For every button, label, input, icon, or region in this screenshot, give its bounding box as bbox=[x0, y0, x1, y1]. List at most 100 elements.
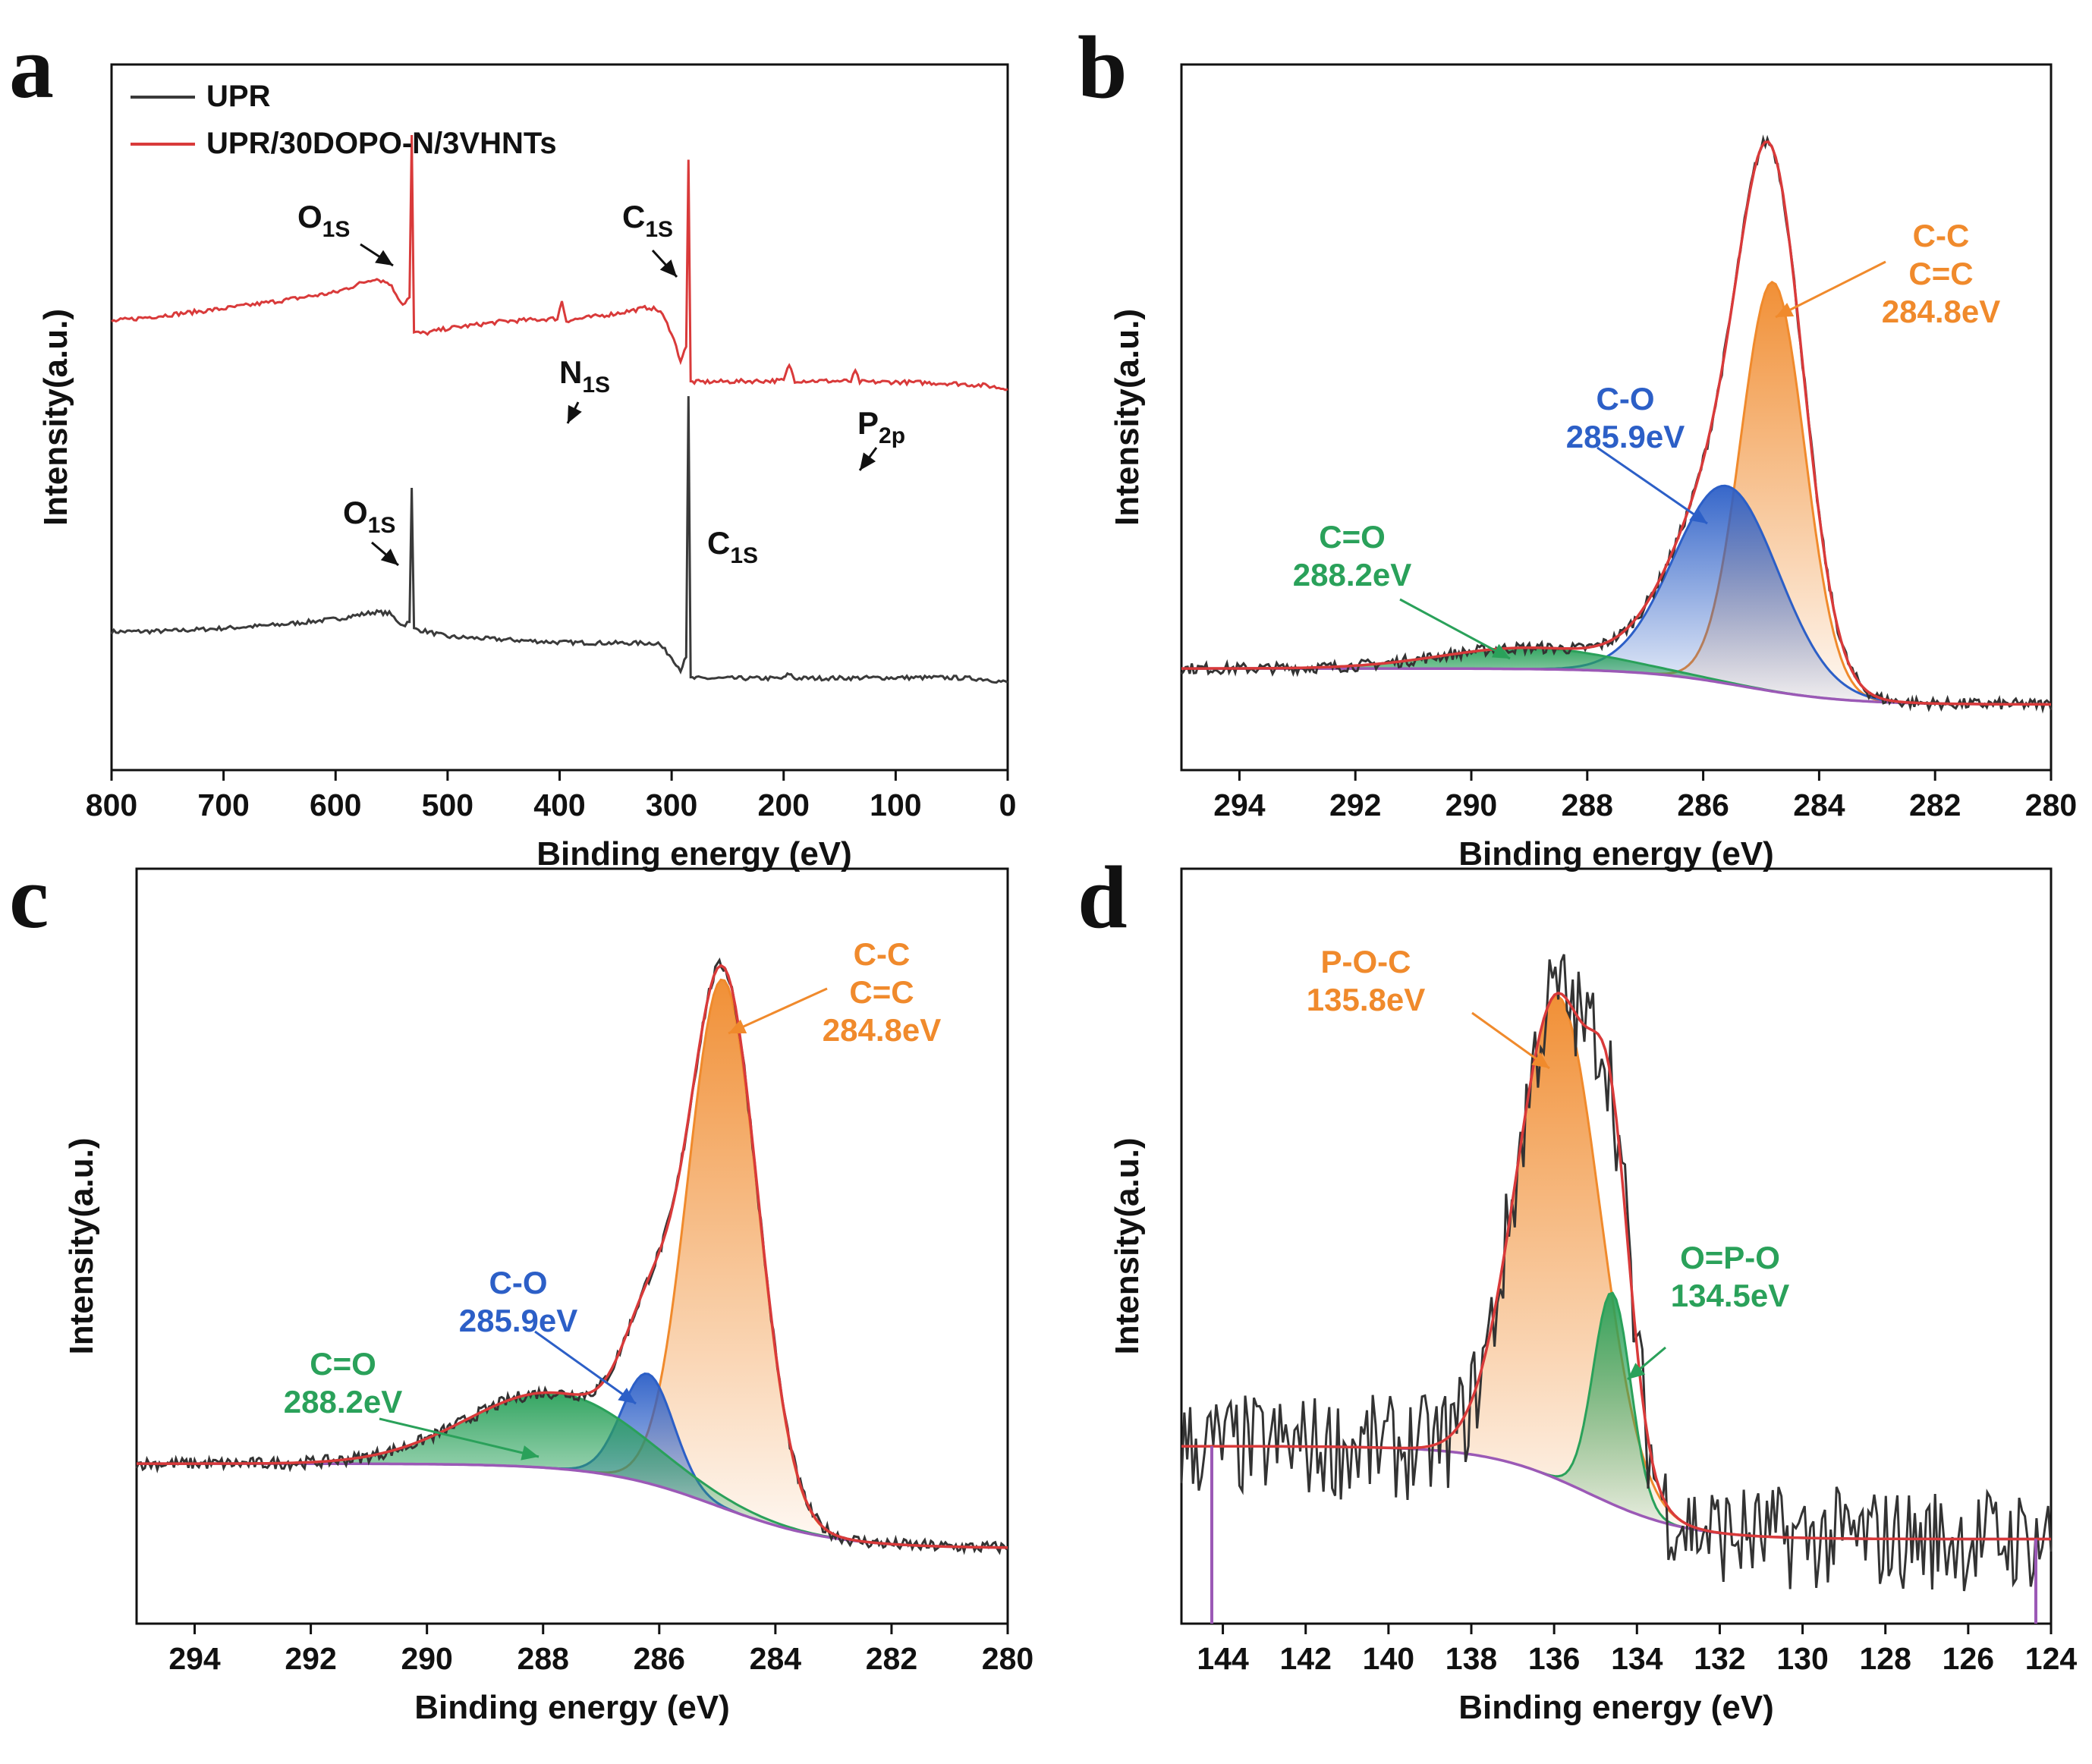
envelope-fit-line bbox=[137, 964, 1008, 1549]
annotation-arrow-head bbox=[1628, 1363, 1646, 1379]
x-tick-label: 284 bbox=[1793, 788, 1845, 822]
x-tick-label: 292 bbox=[1329, 788, 1381, 822]
annotation-arrow-head bbox=[1491, 643, 1510, 659]
annotation-text: 284.8eV bbox=[823, 1012, 941, 1048]
x-tick-label: 128 bbox=[1860, 1641, 1911, 1676]
x-tick-label: 288 bbox=[517, 1641, 569, 1676]
component-fill bbox=[1181, 1293, 2051, 1539]
x-tick-label: 286 bbox=[1677, 788, 1729, 822]
annotation-text: C=O bbox=[310, 1346, 376, 1382]
annotation-text: 288.2eV bbox=[1293, 557, 1411, 593]
annotation-arrow-head bbox=[618, 1388, 636, 1404]
x-tick-label: 400 bbox=[533, 788, 585, 822]
x-tick-label: 144 bbox=[1197, 1641, 1249, 1676]
x-tick-label: 140 bbox=[1363, 1641, 1414, 1676]
x-axis-label: Binding energy (eV) bbox=[1458, 1689, 1774, 1726]
panel-label: b bbox=[1077, 17, 1128, 117]
x-tick-label: 130 bbox=[1776, 1641, 1828, 1676]
background-line bbox=[1181, 667, 2051, 706]
background-line bbox=[137, 1462, 1008, 1549]
annotation-text: C-O bbox=[489, 1265, 548, 1300]
annotation-text: O=P-O bbox=[1680, 1240, 1780, 1275]
panel-label: d bbox=[1077, 847, 1128, 947]
series-line-upr-30dopo bbox=[111, 134, 1008, 391]
x-tick-label: 134 bbox=[1611, 1641, 1663, 1676]
x-tick-label: 294 bbox=[168, 1641, 221, 1676]
annotation-text: P-O-C bbox=[1321, 944, 1411, 979]
peak-arrow-head bbox=[860, 452, 876, 470]
panel-c-c1s-spectrum: 294 292 290 288 286 284 282 280 Binding energy (… bbox=[9, 847, 1033, 1726]
annotation-text: C-C bbox=[1913, 218, 1970, 253]
x-tick-label: 138 bbox=[1446, 1641, 1497, 1676]
panel-label: c bbox=[9, 847, 49, 947]
x-tick-label: 142 bbox=[1280, 1641, 1332, 1676]
x-tick-label: 800 bbox=[86, 788, 137, 822]
annotation-arrow-line bbox=[1775, 260, 1886, 319]
y-axis-label: Intensity(a.u.) bbox=[1109, 1137, 1146, 1354]
annotation-text: C-C bbox=[854, 936, 911, 972]
peak-arrow-head bbox=[659, 259, 677, 277]
plot-frame bbox=[1180, 63, 2053, 772]
annotation-text: 284.8eV bbox=[1882, 294, 2000, 329]
x-tick-label: 126 bbox=[1943, 1641, 1994, 1676]
annotation-text: 285.9eV bbox=[459, 1303, 577, 1338]
peak-label: C1S bbox=[707, 525, 758, 568]
x-tick-label: 300 bbox=[646, 788, 697, 822]
peak-arrow-head bbox=[568, 404, 582, 423]
x-tick-label: 280 bbox=[982, 1641, 1033, 1676]
x-tick-label: 200 bbox=[758, 788, 810, 822]
plot-frame bbox=[135, 867, 1009, 1625]
x-tick-label: 290 bbox=[401, 1641, 452, 1676]
annotation-arrow-line bbox=[379, 1417, 540, 1458]
x-tick-label: 284 bbox=[750, 1641, 802, 1676]
annotation-text: 288.2eV bbox=[284, 1384, 402, 1420]
x-tick-label: 290 bbox=[1446, 788, 1497, 822]
x-tick-label: 600 bbox=[310, 788, 361, 822]
legend-entry: UPR/30DOPO-N/3VHNTs bbox=[206, 127, 557, 160]
panel-b-c1s-spectrum: 294 292 290 288 286 284 282 280 Binding energy (… bbox=[1077, 17, 2077, 873]
component-fill bbox=[137, 1392, 1008, 1548]
annotation-arrow-head bbox=[1689, 508, 1707, 524]
x-tick-label: 286 bbox=[634, 1641, 685, 1676]
annotation-text: C-O bbox=[1597, 381, 1655, 417]
x-axis-label: Binding energy (eV) bbox=[1458, 835, 1774, 873]
annotation-arrow-head bbox=[521, 1445, 539, 1461]
envelope-fit-line bbox=[1181, 140, 2051, 706]
annotation-arrow-head bbox=[1531, 1052, 1549, 1068]
annotation-arrow-line bbox=[1597, 446, 1708, 525]
x-tick-label: 294 bbox=[1213, 788, 1266, 822]
series-line-upr bbox=[110, 396, 1008, 684]
x-tick-label: 282 bbox=[866, 1641, 917, 1676]
annotation-arrow-head bbox=[1776, 303, 1795, 317]
annotation-text: C=C bbox=[1908, 256, 1973, 291]
plot-frame bbox=[1180, 867, 2053, 1625]
raw-data-line bbox=[1180, 954, 2053, 1592]
peak-label: N1S bbox=[559, 354, 610, 398]
x-tick-label: 500 bbox=[422, 788, 473, 822]
legend: UPR UPR/30DOPO-N/3VHNTs bbox=[131, 80, 557, 160]
x-tick-label: 100 bbox=[870, 788, 921, 822]
peak-label: O1S bbox=[297, 199, 350, 242]
annotation-text: 134.5eV bbox=[1671, 1278, 1789, 1313]
panel-a-survey-spectrum: 800 700 600 500 400 300 200 100 0 Binding energy … bbox=[9, 17, 1016, 873]
peak-arrow-head bbox=[375, 250, 393, 266]
x-tick-label: 700 bbox=[197, 788, 249, 822]
peak-label: C1S bbox=[622, 199, 673, 242]
legend-entry: UPR bbox=[206, 80, 271, 113]
y-axis-label: Intensity(a.u.) bbox=[37, 309, 74, 526]
x-tick-label: 292 bbox=[285, 1641, 336, 1676]
x-tick-label: 136 bbox=[1528, 1641, 1580, 1676]
x-tick-label: 0 bbox=[999, 788, 1017, 822]
peak-arrow-head bbox=[380, 549, 398, 565]
y-axis-label: Intensity(a.u.) bbox=[63, 1137, 100, 1354]
peak-label: O1S bbox=[343, 495, 395, 538]
panel-d-p2p-spectrum: 144 142 140 138 136 134 132 130 128 126 124 Binding… bbox=[1077, 847, 2077, 1726]
